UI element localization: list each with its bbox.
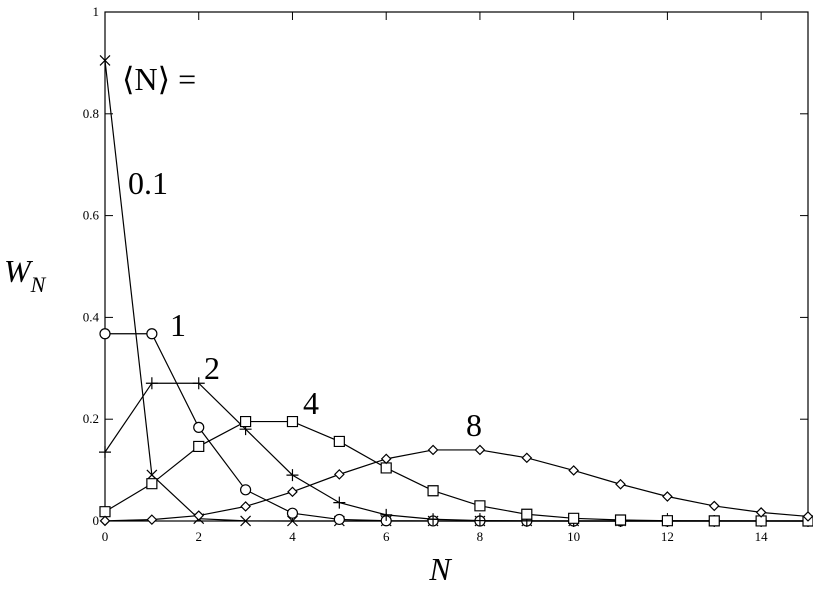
marker: [240, 484, 252, 496]
marker: [146, 478, 158, 490]
marker: [240, 501, 251, 512]
series-label: 1: [170, 307, 186, 343]
marker: [802, 511, 813, 522]
marker: [193, 510, 205, 521]
marker: [240, 515, 252, 527]
marker: [286, 507, 299, 519]
y-axis-label-main: W: [4, 253, 34, 289]
y-tick-label: 0: [93, 513, 100, 528]
marker: [286, 415, 299, 428]
y-axis-label: WN: [4, 253, 47, 297]
marker: [521, 452, 533, 464]
series-line: [104, 60, 808, 522]
marker: [662, 491, 673, 502]
marker: [145, 377, 158, 390]
marker: [286, 469, 299, 482]
marker: [568, 512, 580, 524]
y-tick-label: 0.6: [83, 208, 100, 223]
x-tick-label: 2: [195, 529, 202, 544]
marker: [333, 513, 345, 526]
y-tick-label: 0.4: [83, 309, 100, 324]
marker: [427, 513, 440, 526]
marker: [146, 514, 158, 525]
marker: [99, 446, 111, 459]
marker: [755, 507, 767, 518]
marker: [193, 440, 205, 453]
x-tick-label: 12: [661, 529, 674, 544]
marker: [568, 465, 580, 476]
marker: [521, 508, 533, 520]
marker: [333, 469, 345, 480]
plot-frame: [104, 11, 809, 522]
marker: [708, 500, 720, 512]
marker: [192, 377, 205, 390]
series-label: 8: [466, 407, 482, 443]
series-line: [104, 420, 809, 522]
x-tick-label: 0: [102, 529, 109, 544]
marker: [99, 515, 111, 527]
marker: [380, 453, 392, 465]
marker: [661, 515, 673, 527]
series-label: 2: [204, 350, 220, 386]
marker: [287, 486, 298, 498]
y-tick-label: 0.8: [83, 106, 99, 121]
marker: [240, 415, 252, 428]
x-tick-label: 4: [289, 529, 296, 544]
x-tick-label: 10: [567, 529, 580, 544]
marker: [380, 462, 392, 474]
marker: [427, 444, 439, 456]
series-label: 4: [303, 385, 319, 421]
marker: [614, 514, 627, 526]
x-tick-label: 6: [383, 529, 390, 544]
marker: [333, 496, 346, 509]
marker: [333, 435, 345, 448]
marker: [99, 55, 111, 66]
x-tick-label: 14: [755, 529, 769, 544]
marker: [474, 500, 486, 512]
x-tick-label: 8: [477, 529, 484, 544]
marker: [427, 485, 439, 497]
annotation: ⟨N⟩ =: [122, 61, 196, 97]
marker: [615, 478, 626, 490]
marker: [708, 515, 720, 527]
series-line: [104, 382, 808, 522]
y-tick-label: 0.2: [83, 411, 99, 426]
y-axis-label-sub: N: [30, 272, 47, 297]
marker: [193, 421, 205, 433]
marker: [146, 328, 158, 340]
marker: [99, 506, 111, 518]
series-label: 0.1: [128, 165, 168, 201]
y-tick-label: 1: [93, 4, 100, 19]
series-line: [104, 449, 809, 522]
marker: [474, 444, 486, 456]
marker: [380, 508, 393, 521]
marker: [99, 328, 111, 340]
x-axis-label: N: [428, 551, 452, 587]
marker: [473, 514, 486, 527]
